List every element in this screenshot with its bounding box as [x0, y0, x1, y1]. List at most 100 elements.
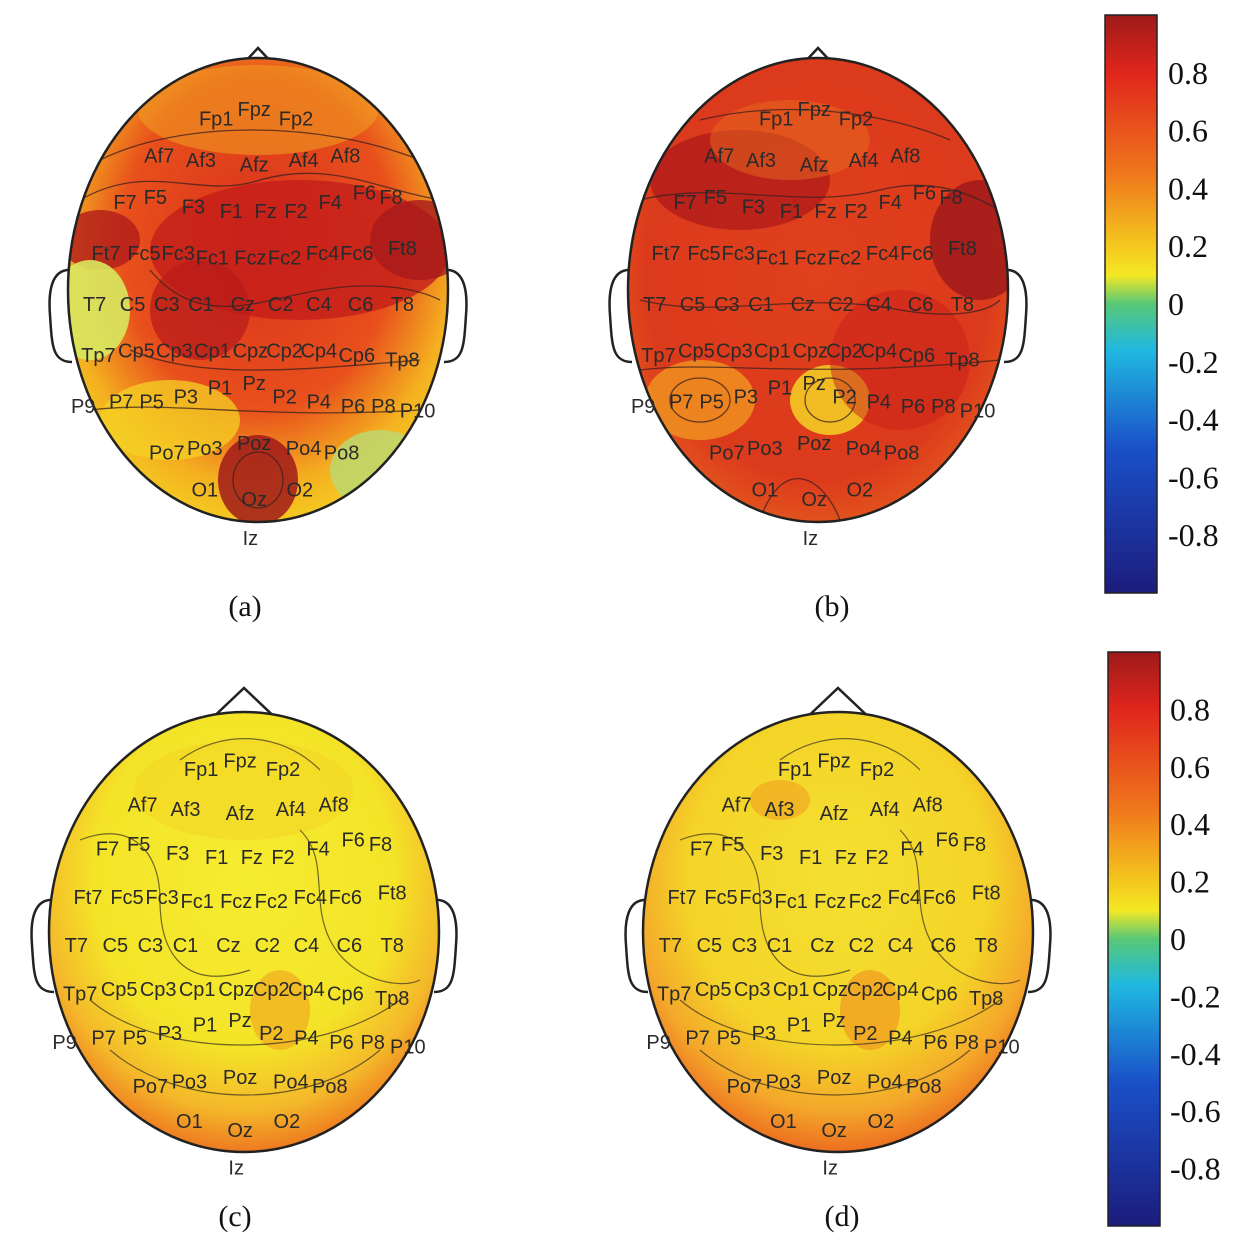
electrode-label-p6: P6	[329, 1032, 353, 1054]
electrode-label-af4: Af4	[870, 799, 900, 821]
electrode-label-p3: P3	[734, 387, 758, 409]
electrode-label-f3: F3	[760, 843, 783, 865]
electrode-label-c5: C5	[680, 294, 706, 316]
electrode-label-af8: Af8	[319, 794, 349, 816]
electrode-label-t8: T8	[975, 935, 998, 957]
electrode-label-fc3: Fc3	[145, 887, 178, 909]
electrode-label-fcz: Fcz	[234, 248, 266, 270]
electrode-label-af8: Af8	[913, 794, 943, 816]
panel-label-b: (b)	[815, 590, 850, 623]
electrode-label-f2: F2	[284, 201, 307, 223]
electrode-label-po3: Po3	[766, 1072, 802, 1094]
electrode-label-f8: F8	[939, 187, 962, 209]
electrode-label-af4: Af4	[289, 150, 319, 172]
electrode-label-cp6: Cp6	[338, 345, 375, 367]
electrode-label-afz: Afz	[240, 155, 269, 177]
electrode-label-fp2: Fp2	[266, 759, 300, 781]
electrode-label-po4: Po4	[273, 1072, 309, 1094]
electrode-label-p1: P1	[193, 1014, 217, 1036]
electrode-label-po8: Po8	[906, 1076, 942, 1098]
electrode-label-tp7: Tp7	[63, 984, 97, 1006]
electrode-label-cp1: Cp1	[754, 340, 791, 362]
electrode-label-ft8: Ft8	[972, 882, 1001, 904]
electrode-label-fcz: Fcz	[814, 891, 846, 913]
electrode-label-f5: F5	[127, 834, 150, 856]
electrode-label-cp6: Cp6	[327, 984, 364, 1006]
electrode-label-cp3: Cp3	[140, 979, 177, 1001]
electrode-label-c1: C1	[173, 935, 199, 957]
electrode-label-cpz: Cpz	[812, 979, 848, 1001]
electrode-label-cp4: Cp4	[882, 979, 919, 1001]
electrode-label-po7: Po7	[709, 442, 745, 464]
electrode-label-fp1: Fp1	[778, 759, 812, 781]
electrode-label-fc6: Fc6	[900, 243, 933, 265]
electrode-label-p5: P5	[139, 391, 163, 413]
electrode-label-fp2: Fp2	[839, 108, 873, 130]
topomap-a: Fp1 Fpz Fp2 Af7 Af3 Afz Af4 Af8 F7 F5 F3 F1 Fz F2 F4 F6…	[48, 46, 468, 550]
electrode-label-cp5: Cp5	[695, 979, 732, 1001]
electrode-label-c2: C2	[268, 294, 294, 316]
electrode-label-cz: Cz	[810, 935, 834, 957]
panel-label-c: (c)	[218, 1200, 251, 1233]
electrode-label-o2: O2	[868, 1111, 895, 1133]
electrode-label-f2: F2	[844, 201, 867, 223]
electrode-label-po7: Po7	[727, 1076, 763, 1098]
colorbar-tick-label: 0.6	[1170, 749, 1210, 785]
panel-label-d: (d)	[825, 1200, 860, 1233]
panel-label-a: (a)	[228, 590, 261, 623]
electrode-label-af8: Af8	[890, 145, 920, 167]
electrode-label-fc2: Fc2	[255, 891, 288, 913]
electrode-label-f7: F7	[96, 838, 119, 860]
electrode-label-p4: P4	[307, 391, 331, 413]
electrode-label-f8: F8	[963, 834, 986, 856]
colorbar-tick-label: -0.6	[1168, 459, 1219, 495]
electrode-label-poz: Poz	[237, 433, 271, 455]
electrode-label-c3: C3	[138, 935, 164, 957]
left-ear	[608, 268, 633, 364]
colorbar-tick-label: 0.2	[1168, 228, 1208, 264]
electrode-label-po8: Po8	[312, 1076, 348, 1098]
electrode-label-af3: Af3	[170, 799, 200, 821]
electrode-label-f7: F7	[690, 838, 713, 860]
electrode-label-fp1: Fp1	[199, 108, 233, 130]
electrode-label-ft8: Ft8	[388, 238, 417, 260]
electrode-label-c3: C3	[732, 935, 758, 957]
electrode-label-ft7: Ft7	[668, 887, 697, 909]
electrode-label-tp7: Tp7	[81, 345, 115, 367]
electrode-label-iz: Iz	[822, 1157, 838, 1179]
electrode-label-pz: Pz	[803, 373, 826, 395]
electrode-label-p9: P9	[71, 396, 95, 418]
electrode-label-f1: F1	[799, 847, 822, 869]
electrode-label-fc4: Fc4	[306, 243, 339, 265]
electrode-label-f6: F6	[342, 830, 365, 852]
colorbar-tick-label: -0.2	[1170, 978, 1221, 1014]
electrode-label-c3: C3	[714, 294, 740, 316]
electrode-label-c5: C5	[697, 935, 723, 957]
electrode-label-fc3: Fc3	[739, 887, 772, 909]
electrode-label-fc4: Fc4	[294, 887, 327, 909]
electrode-label-p3: P3	[752, 1023, 776, 1045]
electrode-label-p10: P10	[400, 401, 436, 423]
electrode-label-fc5: Fc5	[127, 243, 160, 265]
electrode-label-f2: F2	[865, 847, 888, 869]
electrode-label-f8: F8	[379, 187, 402, 209]
electrode-label-cz: Cz	[216, 935, 240, 957]
electrode-label-fcz: Fcz	[794, 248, 826, 270]
electrode-label-tp7: Tp7	[641, 345, 675, 367]
electrode-label-c6: C6	[348, 294, 374, 316]
electrode-label-af3: Af3	[746, 150, 776, 172]
electrode-label-f7: F7	[673, 192, 696, 214]
electrode-label-af4: Af4	[849, 150, 879, 172]
electrode-label-fc3: Fc3	[722, 243, 755, 265]
electrode-label-p9: P9	[646, 1032, 670, 1054]
electrode-label-t7: T7	[659, 935, 682, 957]
electrode-label-fc5: Fc5	[687, 243, 720, 265]
electrode-label-cp3: Cp3	[716, 340, 753, 362]
electrode-label-p2: P2	[853, 1023, 877, 1045]
electrode-label-c2: C2	[255, 935, 281, 957]
left-ear	[30, 898, 55, 994]
electrode-label-tp8: Tp8	[375, 988, 409, 1010]
electrode-label-c2: C2	[828, 294, 854, 316]
colorbar-bottom: 0.8 0.6 0.4 0.2 0 -0.2 -0.4 -0.6 -0.8	[1107, 651, 1221, 1227]
